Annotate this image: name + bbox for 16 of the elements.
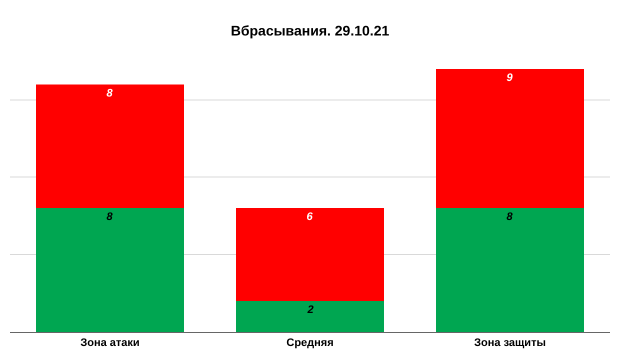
x-tick-label: Зона защиты [474, 337, 546, 350]
bar [36, 208, 184, 332]
bar [436, 208, 584, 332]
x-tick-label: Средняя [286, 337, 334, 350]
data-label: 8 [106, 211, 114, 224]
chart-title: Вбрасывания. 29.10.21 [230, 22, 390, 38]
data-label: 8 [106, 87, 114, 100]
bar [436, 68, 584, 208]
data-label: 2 [306, 304, 314, 316]
x-tick-label: Зона атаки [80, 337, 140, 350]
bar [236, 208, 384, 302]
bar [36, 84, 184, 208]
data-label: 8 [506, 211, 514, 224]
data-label: 9 [506, 72, 514, 84]
data-label: 6 [306, 211, 314, 224]
bar [236, 301, 384, 332]
